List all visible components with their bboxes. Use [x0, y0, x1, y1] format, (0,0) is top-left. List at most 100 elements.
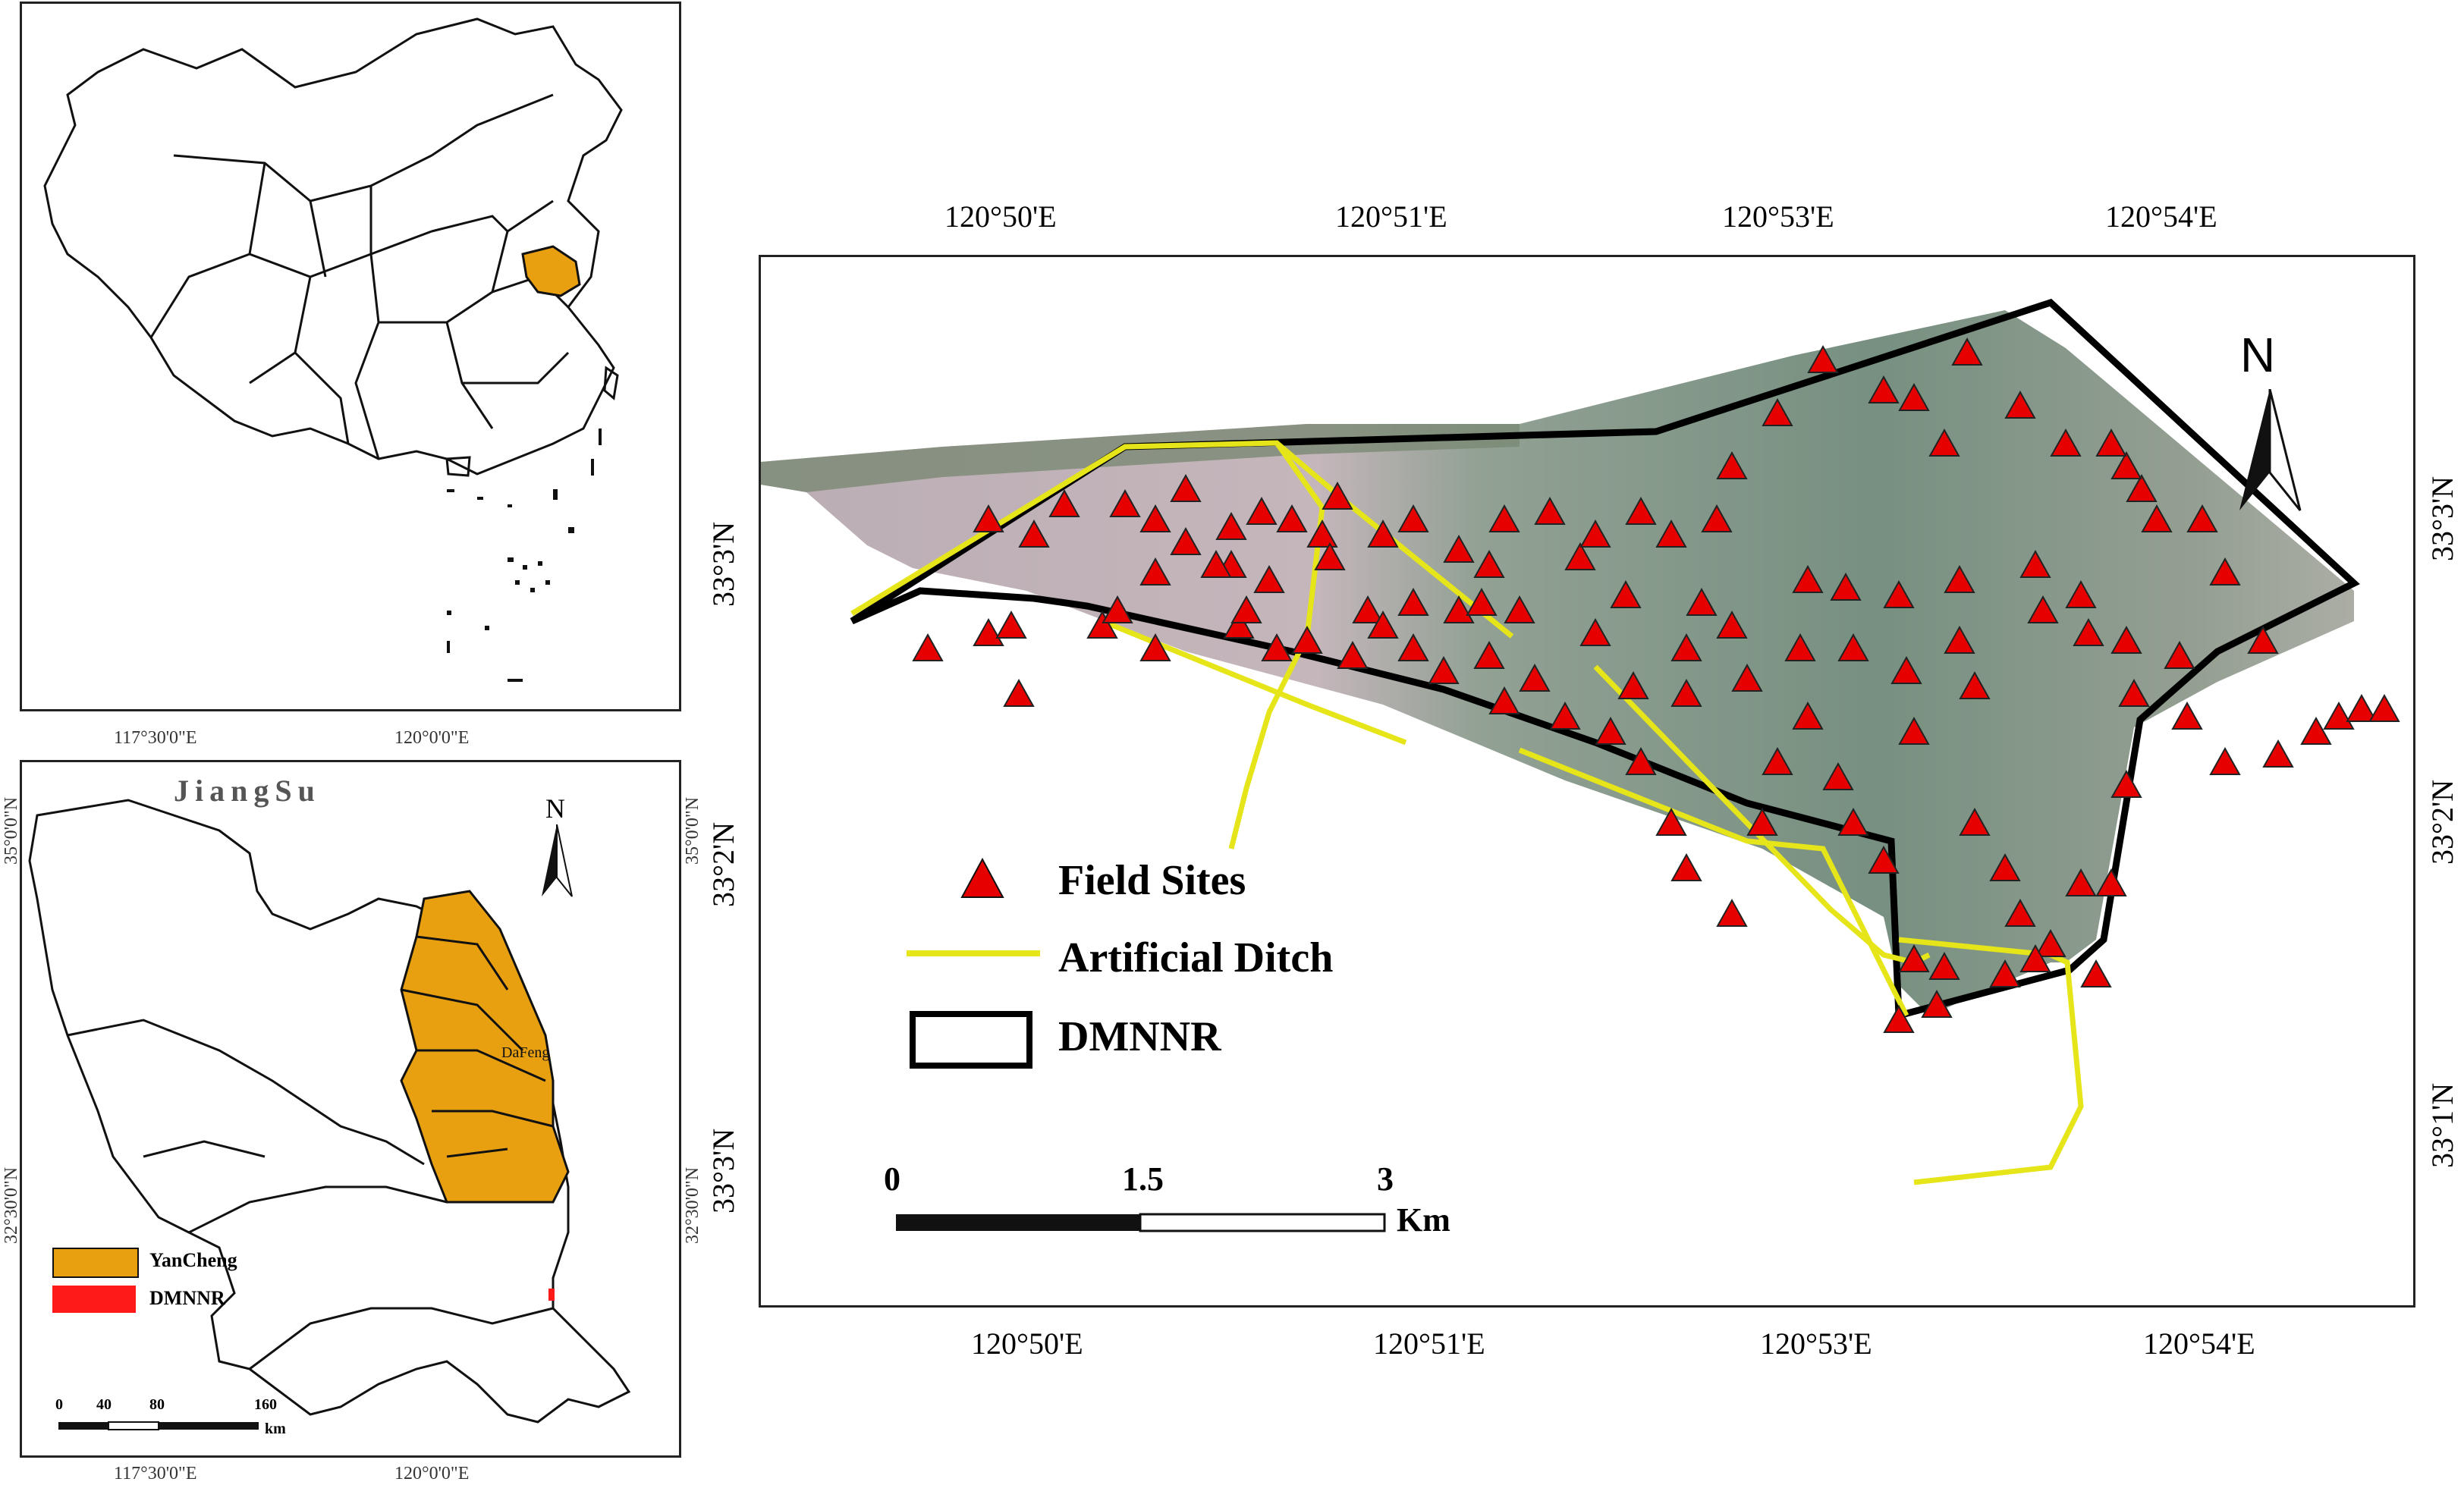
jiangsu-scale-bar — [58, 1421, 259, 1430]
field-site-marker — [2110, 625, 2142, 654]
field-site-marker — [1792, 701, 1824, 730]
field-site-marker — [1701, 504, 1733, 532]
jiangsu-north-arrow-icon — [542, 824, 573, 897]
field-site-marker — [1762, 746, 1793, 775]
field-site-marker — [2368, 693, 2400, 722]
field-site-marker — [1504, 595, 1535, 623]
field-site-marker — [1595, 716, 1626, 745]
field-site-marker — [1944, 564, 1975, 593]
jiangsu-north-label: N — [545, 793, 565, 824]
legend-artificial-ditch-label: Artificial Ditch — [1058, 934, 1334, 981]
field-site-marker — [1367, 610, 1399, 639]
field-site-marker — [1397, 633, 1429, 661]
field-site-marker — [1898, 943, 1930, 972]
field-site-marker — [1466, 587, 1498, 616]
scale-unit: Km — [1397, 1201, 1450, 1239]
field-site-marker — [2209, 746, 2241, 775]
field-site-marker — [1215, 511, 1247, 540]
lat-tick-left-3: 33°3'N — [706, 1128, 740, 1213]
lat-tick-left-1: 33°3'N — [706, 521, 740, 607]
jiangsu-scale-unit: km — [265, 1421, 286, 1437]
field-site-marker — [1223, 610, 1255, 639]
field-site-marker — [2004, 898, 2036, 927]
lat-tick-right-3: 33°1'N — [2425, 1082, 2459, 1168]
china-border — [43, 17, 623, 476]
dafeng-label: DaFeng — [501, 1044, 550, 1061]
field-site-marker — [1170, 526, 1202, 555]
field-site-marker — [995, 610, 1027, 639]
field-site-marker — [1579, 617, 1611, 646]
lon-tick-top-4: 120°54'E — [2105, 199, 2217, 234]
north-label: N — [2240, 328, 2276, 382]
field-site-marker — [2141, 504, 2173, 532]
field-site-marker — [1306, 519, 1338, 548]
field-site-marker — [1246, 496, 1278, 525]
jiangsu-highlight — [521, 245, 581, 297]
field-site-marker — [1868, 375, 1900, 403]
jiangsu-lon-tick-top-2: 120°0'0"E — [394, 728, 470, 748]
field-site-marker — [1686, 587, 1718, 616]
field-site-marker — [1921, 989, 1953, 1018]
province-lines — [149, 93, 570, 460]
china-overview-map — [20, 2, 681, 711]
field-site-marker — [1792, 564, 1824, 593]
field-site-marker — [2065, 579, 2097, 608]
dmnnr-location-marker — [548, 1289, 555, 1301]
field-site-marker — [1139, 633, 1171, 661]
field-site-marker — [1488, 504, 1520, 532]
field-site-marker — [1519, 663, 1551, 692]
field-site-marker — [1397, 504, 1429, 532]
field-site-marker — [1261, 633, 1293, 661]
field-site-marker — [1716, 610, 1748, 639]
field-site-marker — [2323, 701, 2355, 730]
jiangsu-lat-tick-left-2: 32°30'0"N — [2, 1166, 21, 1244]
field-site-marker — [1959, 670, 1991, 699]
field-site-marker — [973, 617, 1004, 646]
hainan-island — [445, 456, 471, 477]
field-site-marker — [1928, 951, 1960, 980]
lon-tick-bottom-4: 120°54'E — [2143, 1326, 2255, 1361]
field-site-marker — [2110, 451, 2142, 479]
field-site-marker — [1170, 473, 1202, 502]
china-outline-map — [43, 17, 623, 682]
field-site-marker — [1443, 534, 1475, 563]
field-site-marker — [1655, 807, 1687, 836]
lon-tick-bottom-1: 120°50'E — [971, 1326, 1083, 1361]
field-site-marker — [1610, 579, 1642, 608]
field-site-marker — [1890, 655, 1922, 684]
field-site-marker — [1397, 587, 1429, 616]
field-site-marker — [1898, 382, 1930, 411]
field-site-marker — [1314, 542, 1346, 570]
field-site-marker — [1883, 579, 1915, 608]
field-site-marker — [2035, 928, 2066, 957]
field-site-marker — [2073, 617, 2104, 646]
legend-dmnnr-label: DMNNR — [1058, 1013, 1221, 1060]
field-site-marker — [1868, 845, 1900, 874]
field-site-marker — [2346, 693, 2378, 722]
field-site-marker — [1473, 640, 1505, 669]
scale-0: 0 — [884, 1160, 900, 1198]
legend-ditch-line — [907, 950, 1040, 956]
legend-field-site-icon — [960, 858, 1004, 898]
field-site-marker — [1352, 595, 1384, 623]
legend-dmnnr-box — [910, 1011, 1032, 1069]
field-site-marker — [1617, 670, 1649, 699]
dmnnr-study-area-map: N Field Sites Artificial Ditch DMNNR 0 1… — [759, 255, 2415, 1308]
field-site-marker — [2095, 428, 2127, 457]
field-site-marker — [1762, 397, 1793, 426]
field-site-marker — [1928, 428, 1960, 457]
jiangsu-border — [28, 799, 631, 1424]
field-site-marker — [1473, 549, 1505, 578]
legend-dmnnr-swatch — [52, 1286, 136, 1313]
jiangsu-lon-tick-bottom-2: 120°0'0"E — [394, 1464, 470, 1483]
field-site-marker — [1784, 633, 1816, 661]
field-site-marker — [2126, 473, 2158, 502]
field-site-marker — [2300, 716, 2332, 745]
jiangsu-outline-map — [28, 799, 631, 1424]
taiwan-island — [603, 366, 619, 400]
field-site-marker — [2095, 868, 2127, 896]
field-site-marker — [1109, 488, 1141, 517]
field-site-marker — [2004, 390, 2036, 419]
field-site-marker — [1944, 625, 1975, 654]
field-site-marker — [1291, 625, 1323, 654]
